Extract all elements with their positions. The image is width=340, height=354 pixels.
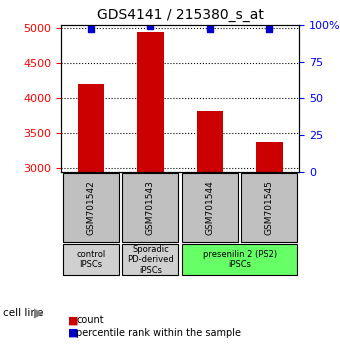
- Bar: [256, 142, 283, 172]
- Bar: [78, 84, 104, 172]
- Text: cell line: cell line: [3, 308, 44, 318]
- Text: ▶: ▶: [34, 307, 44, 320]
- Text: GSM701545: GSM701545: [265, 180, 274, 235]
- Bar: [137, 32, 164, 172]
- Text: ■: ■: [68, 328, 79, 338]
- Text: GSM701543: GSM701543: [146, 180, 155, 235]
- Text: ■: ■: [68, 315, 79, 325]
- Text: GSM701544: GSM701544: [205, 180, 215, 235]
- Text: Sporadic
PD-derived
iPSCs: Sporadic PD-derived iPSCs: [127, 245, 174, 275]
- FancyBboxPatch shape: [63, 173, 119, 242]
- Text: GSM701542: GSM701542: [86, 180, 96, 235]
- FancyBboxPatch shape: [182, 244, 298, 275]
- Text: control
IPSCs: control IPSCs: [76, 250, 106, 269]
- Title: GDS4141 / 215380_s_at: GDS4141 / 215380_s_at: [97, 8, 264, 22]
- FancyBboxPatch shape: [122, 173, 178, 242]
- Text: presenilin 2 (PS2)
iPSCs: presenilin 2 (PS2) iPSCs: [203, 250, 277, 269]
- Text: percentile rank within the sample: percentile rank within the sample: [76, 328, 241, 338]
- FancyBboxPatch shape: [182, 173, 238, 242]
- FancyBboxPatch shape: [122, 244, 178, 275]
- Bar: [197, 111, 223, 172]
- Text: count: count: [76, 315, 104, 325]
- FancyBboxPatch shape: [241, 173, 298, 242]
- FancyBboxPatch shape: [63, 244, 119, 275]
